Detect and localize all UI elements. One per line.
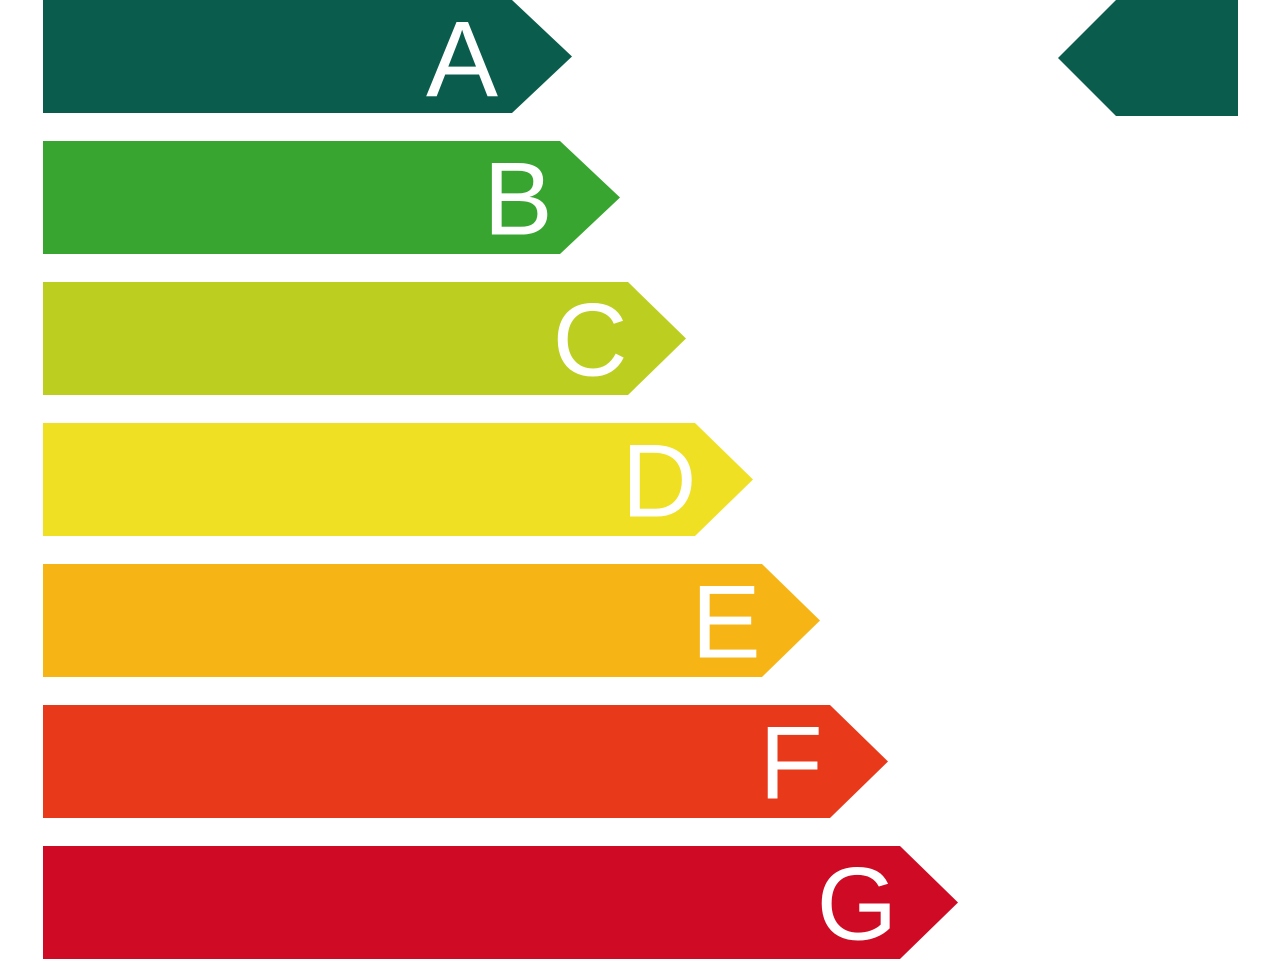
rating-bar-shape-c — [43, 282, 686, 395]
rating-bar-letter-g: G — [817, 847, 898, 960]
rating-bar-letter-f: F — [759, 706, 823, 822]
rating-bar-g: G — [43, 846, 958, 960]
rating-bar-shape-d — [43, 423, 753, 536]
rating-bar-letter-c: C — [552, 283, 627, 399]
rating-bar-f: F — [43, 705, 888, 822]
rating-bar-shape-e — [43, 564, 820, 677]
rating-bar-letter-d: D — [621, 424, 696, 540]
rating-bar-e: E — [43, 564, 820, 681]
rating-bar-a: A — [43, 0, 572, 119]
selected-rating-marker — [1058, 0, 1238, 116]
rating-bar-letter-e: E — [691, 565, 760, 681]
rating-bar-letter-a: A — [426, 0, 498, 119]
rating-bar-letter-b: B — [483, 142, 552, 258]
rating-bar-d: D — [43, 423, 753, 540]
rating-bar-shape-g — [43, 846, 958, 959]
rating-bar-shape-a — [43, 0, 572, 113]
rating-bar-c: C — [43, 282, 686, 399]
selected-rating-marker-shape — [1058, 0, 1238, 116]
rating-bar-shape-b — [43, 141, 620, 254]
rating-bar-shape-f — [43, 705, 888, 818]
rating-bar-b: B — [43, 141, 620, 258]
